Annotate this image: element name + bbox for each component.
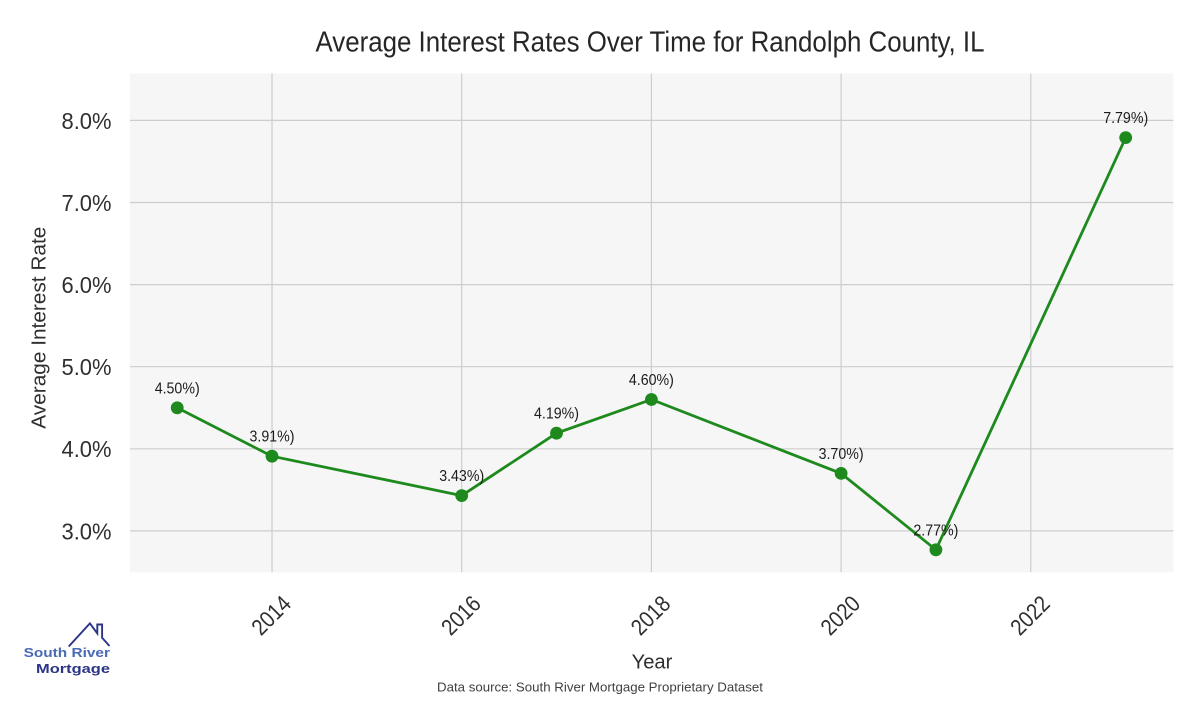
svg-text:3.91%): 3.91%) xyxy=(250,429,295,446)
svg-text:4.50%): 4.50%) xyxy=(155,380,200,397)
svg-text:Year: Year xyxy=(632,651,673,673)
svg-text:Average Interest Rates Over Ti: Average Interest Rates Over Time for Ran… xyxy=(316,27,985,59)
svg-text:5.0%: 5.0% xyxy=(62,354,112,380)
svg-text:7.79%): 7.79%) xyxy=(1103,110,1148,127)
svg-text:4.19%): 4.19%) xyxy=(534,406,579,423)
svg-text:7.0%: 7.0% xyxy=(62,190,112,216)
svg-text:3.70%): 3.70%) xyxy=(819,446,864,463)
svg-text:6.0%: 6.0% xyxy=(62,272,112,298)
svg-text:South River: South River xyxy=(24,645,110,660)
svg-text:Average Interest Rate: Average Interest Rate xyxy=(28,227,51,429)
svg-text:4.60%): 4.60%) xyxy=(629,372,674,389)
svg-text:Mortgage: Mortgage xyxy=(36,661,110,676)
svg-text:4.0%: 4.0% xyxy=(62,436,112,462)
svg-text:8.0%: 8.0% xyxy=(62,108,112,134)
svg-text:3.0%: 3.0% xyxy=(62,518,112,544)
svg-text:3.43%): 3.43%) xyxy=(439,468,484,485)
svg-text:Data source: South River Mortg: Data source: South River Mortgage Propri… xyxy=(437,680,763,695)
svg-text:2.77%): 2.77%) xyxy=(913,522,958,539)
